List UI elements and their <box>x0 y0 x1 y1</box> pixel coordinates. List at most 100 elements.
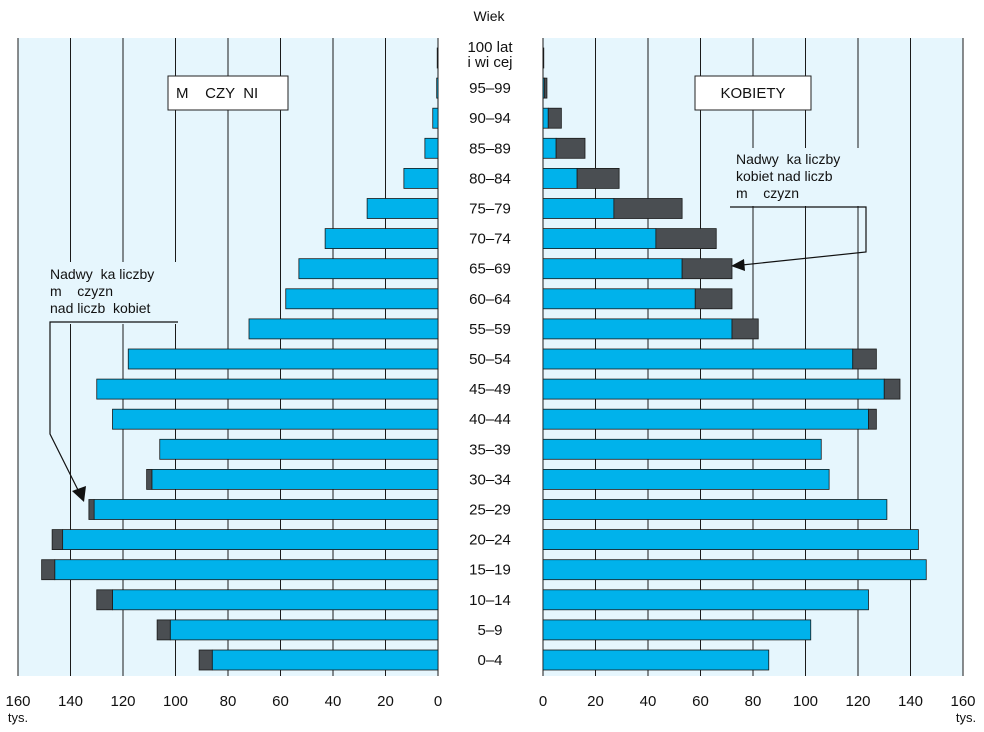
age-group-label: 45–49 <box>469 381 511 398</box>
age-group-label: 0–4 <box>477 652 502 669</box>
women-bar <box>542 559 927 581</box>
men-bar <box>298 258 439 280</box>
women-bar <box>542 167 578 189</box>
women-bar <box>542 258 683 280</box>
women-bar <box>542 468 830 490</box>
men-annotation-line-3: nad liczb kobiet <box>50 300 151 316</box>
women-bar <box>542 107 549 129</box>
women-bar <box>542 649 770 671</box>
men-surplus-bar <box>41 559 56 581</box>
women-bar <box>542 318 733 340</box>
men-axis-tick-label: 80 <box>220 693 237 710</box>
age-group-label: 60–64 <box>469 291 511 308</box>
men-surplus-annotation: Nadwy ka liczby m czyzn nad liczb kobiet <box>48 262 184 502</box>
age-group-label: 10–14 <box>469 592 511 609</box>
women-surplus-bar <box>576 167 620 189</box>
age-group-label: 35–39 <box>469 441 511 458</box>
men-axis-tick-label: 0 <box>434 693 442 710</box>
men-axis-tick-label: 40 <box>325 693 342 710</box>
left-unit-label: tys. <box>8 710 28 725</box>
men-axis-tick-label: 60 <box>272 693 289 710</box>
women-axis-tick-label: 60 <box>692 693 709 710</box>
age-group-label: 30–34 <box>469 471 511 488</box>
women-annotation-line-1: Nadwy ka liczby <box>736 151 840 167</box>
age-group-label: 50–54 <box>469 351 511 368</box>
women-surplus-bar <box>613 198 683 219</box>
women-axis-tick-label: 0 <box>539 693 547 710</box>
men-bar <box>62 529 439 550</box>
men-bar <box>324 228 439 250</box>
age-group-label: 25–29 <box>469 502 511 519</box>
men-bar <box>96 378 439 400</box>
women-bar <box>542 378 885 400</box>
women-annotation-arrowhead <box>731 259 745 271</box>
men-surplus-bar <box>198 649 213 671</box>
men-surplus-bar <box>146 468 153 490</box>
men-bar <box>112 408 439 430</box>
women-annotation-line-2: kobiet nad liczb <box>736 168 833 184</box>
women-bar <box>542 589 869 611</box>
women-axis-tick-label: 40 <box>640 693 657 710</box>
men-bar <box>159 438 439 460</box>
women-bar <box>542 228 657 250</box>
age-axis-header: Wiek <box>473 8 505 24</box>
men-axis-tick-label: 160 <box>5 693 30 710</box>
women-legend-label: KOBIETY <box>720 85 785 102</box>
age-group-label: 85–89 <box>469 140 511 157</box>
age-group-label-line: 100 lat <box>467 39 513 56</box>
men-annotation-line-1: Nadwy ka liczby <box>50 266 154 282</box>
age-group-label-line: i wi cej <box>467 54 512 71</box>
women-surplus-bar <box>681 258 733 280</box>
men-axis-tick-label: 140 <box>58 693 83 710</box>
women-axis-tick-label: 20 <box>587 693 604 710</box>
women-surplus-bar <box>868 408 877 430</box>
women-annotation-leader <box>730 206 867 266</box>
men-bar <box>366 198 439 219</box>
men-bar <box>54 559 439 581</box>
women-bar <box>542 408 869 430</box>
age-group-label: 80–84 <box>469 170 511 187</box>
women-surplus-bar <box>655 228 717 250</box>
men-bar <box>127 348 439 370</box>
men-bar <box>403 167 439 189</box>
men-bar <box>169 619 439 641</box>
age-group-labels: 0–4 5–9 10–14 15–19 20–24 25–29 30–34 35–39 40–4… <box>467 39 513 669</box>
age-group-label: 75–79 <box>469 201 511 218</box>
age-group-label: 40–44 <box>469 411 511 428</box>
men-bar <box>248 318 439 340</box>
men-surplus-bar <box>88 499 95 520</box>
women-axis-tick-label: 160 <box>950 693 975 710</box>
women-axis-tick-label: 80 <box>745 693 762 710</box>
men-bar <box>436 77 439 99</box>
women-surplus-bar <box>555 137 586 159</box>
men-axis-tick-label: 100 <box>163 693 188 710</box>
age-group-label: 95–99 <box>469 80 511 97</box>
men-surplus-bar <box>156 619 171 641</box>
age-group-label: 100 lat i wi cej <box>467 39 513 71</box>
women-bar <box>542 348 854 370</box>
men-annotation-arrowhead <box>72 486 86 502</box>
women-bar <box>542 499 888 520</box>
men-annotation-line-2: m czyzn <box>50 283 113 299</box>
men-surplus-bar <box>96 589 113 611</box>
men-bar <box>211 649 439 671</box>
women-bar <box>542 438 822 460</box>
men-axis-tick-label: 20 <box>377 693 394 710</box>
men-legend-label: M CZY NI <box>176 85 258 102</box>
women-surplus-bar <box>694 288 733 310</box>
age-group-label: 20–24 <box>469 532 511 549</box>
men-bar <box>432 107 439 129</box>
men-legend-box: M CZY NI <box>167 75 289 111</box>
age-group-label: 70–74 <box>469 231 511 248</box>
men-bar <box>93 499 439 520</box>
women-bar <box>542 619 812 641</box>
men-bar <box>151 468 439 490</box>
right-unit-label: tys. <box>956 710 976 725</box>
bars <box>41 47 927 671</box>
women-surplus-bar <box>852 348 877 370</box>
women-bar <box>542 47 545 69</box>
men-bar <box>285 288 439 310</box>
men-bar <box>436 47 439 69</box>
axis-tick-labels: 0 0 20 20 40 40 60 60 80 80 100 100 120 120 140 140 160 1… <box>5 693 975 710</box>
